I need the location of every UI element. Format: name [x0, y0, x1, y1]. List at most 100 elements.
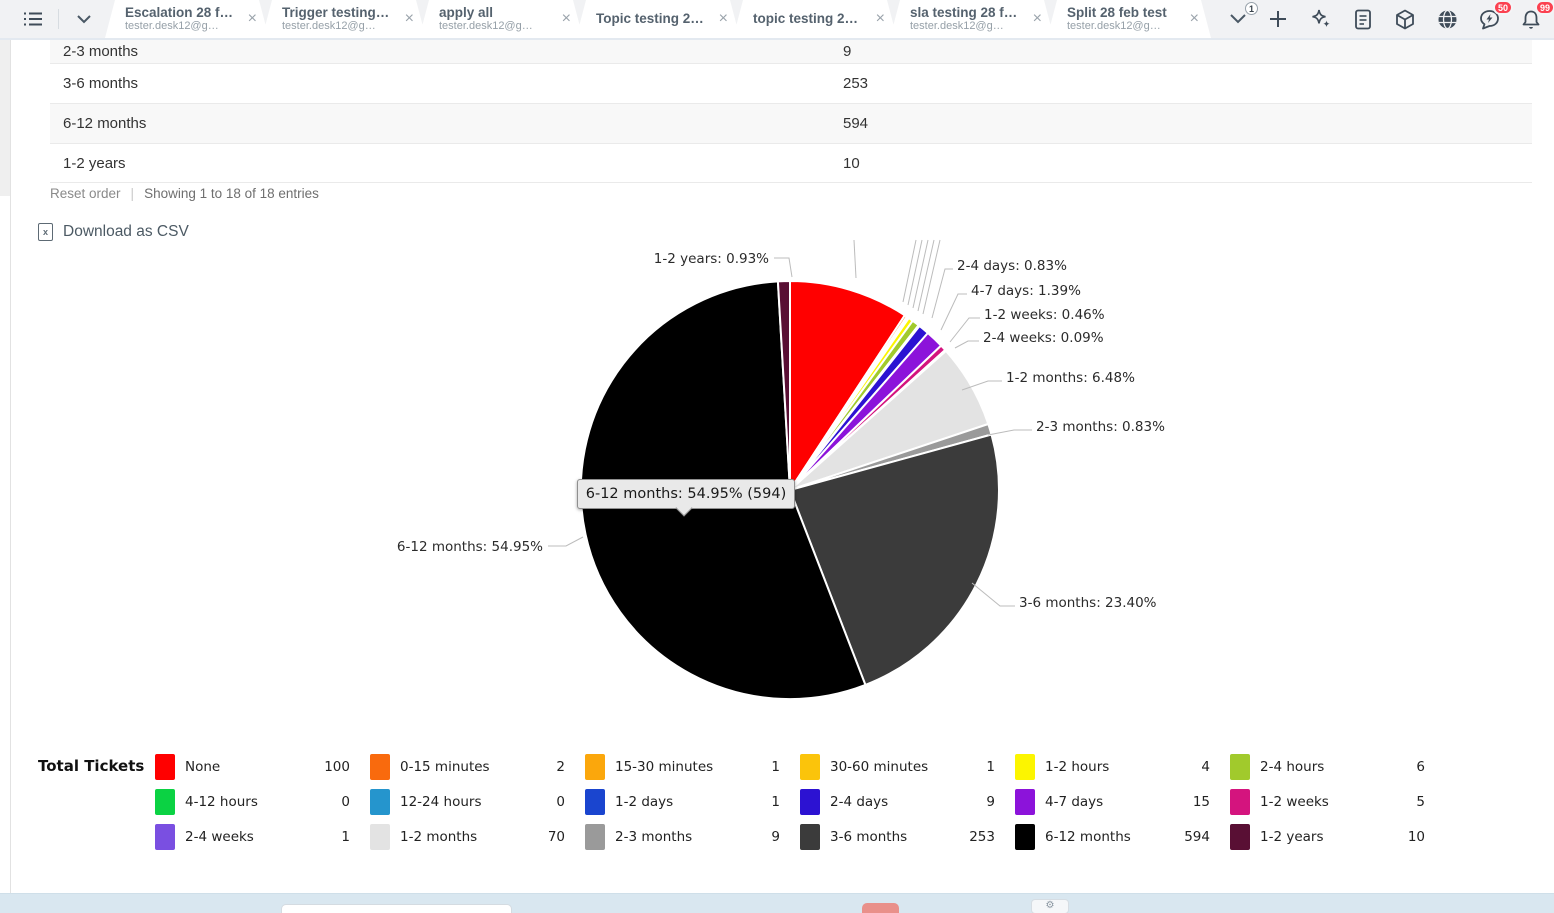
tab-3[interactable]: apply all tester.desk12@g… × — [419, 0, 583, 38]
bottom-bar: ⚙ — [0, 893, 1554, 913]
pie-callout-label: 4-7 days: 1.39% — [971, 283, 1081, 299]
legend-count: 100 — [324, 758, 350, 775]
list-view-icon[interactable] — [20, 6, 46, 32]
left-gutter-border — [10, 40, 11, 893]
tab-close-icon[interactable]: × — [875, 10, 885, 27]
legend-item[interactable]: 2-3 months 9 — [585, 819, 800, 854]
tab-1[interactable]: Escalation 28 f… tester.desk12@g… × — [105, 0, 269, 38]
legend-label: 12-24 hours — [400, 793, 482, 810]
legend-item[interactable]: 1-2 years 10 — [1230, 819, 1445, 854]
tab-strip: Escalation 28 f… tester.desk12@g… × Trigger… — [105, 0, 1211, 38]
legend-item[interactable]: 1-2 months 70 — [370, 819, 585, 854]
legend-swatch — [1015, 788, 1035, 815]
row-value: 9 — [843, 43, 852, 60]
leader-line — [902, 239, 917, 303]
tab-subtitle: tester.desk12@g… — [910, 20, 1004, 33]
legend-item[interactable]: 1-2 weeks 5 — [1230, 784, 1445, 819]
legend-swatch — [800, 788, 820, 815]
legend-swatch — [585, 788, 605, 815]
legend-item[interactable]: 2-4 days 9 — [800, 784, 1015, 819]
chat-bolt-icon[interactable]: 50 — [1476, 0, 1513, 32]
tab-close-icon[interactable]: × — [1032, 10, 1042, 27]
tab-close-icon[interactable]: × — [247, 10, 257, 27]
tab-close-icon[interactable]: × — [1189, 10, 1199, 27]
globe-icon[interactable] — [1434, 6, 1460, 32]
bell-icon[interactable]: 99 — [1518, 0, 1554, 32]
legend-item[interactable]: 1-2 hours 4 — [1015, 749, 1230, 784]
table-row[interactable]: 3-6 months 253 — [50, 64, 1532, 104]
chart-tooltip: 6-12 months: 54.95% (594) — [577, 479, 795, 509]
footer-separator: | — [130, 186, 135, 201]
legend-count: 1 — [341, 828, 350, 845]
reset-order-link[interactable]: Reset order — [50, 186, 121, 201]
legend-count: 9 — [986, 793, 995, 810]
pie-slice-1-2-years[interactable] — [776, 280, 791, 491]
legend-item[interactable]: 2-4 hours 6 — [1230, 749, 1445, 784]
gear-icon[interactable]: ⚙ — [1031, 899, 1069, 913]
legend-label: 4-12 hours — [185, 793, 258, 810]
new-tab-plus-icon[interactable] — [1265, 6, 1291, 32]
table-row[interactable]: 2-3 months 9 — [50, 40, 1532, 64]
document-icon[interactable] — [1350, 6, 1376, 32]
legend-item[interactable]: 2-4 weeks 1 — [155, 819, 370, 854]
download-csv-button[interactable]: x Download as CSV — [38, 223, 189, 241]
legend-item[interactable]: 12-24 hours 0 — [370, 784, 585, 819]
legend-count: 70 — [547, 828, 565, 845]
tab-close-icon[interactable]: × — [561, 10, 571, 27]
legend-label: None — [185, 758, 221, 775]
legend-swatch — [800, 753, 820, 780]
legend-count: 1 — [986, 758, 995, 775]
legend-item[interactable]: 4-7 days 15 — [1015, 784, 1230, 819]
legend-count: 15 — [1192, 793, 1210, 810]
legend-label: 1-2 hours — [1045, 758, 1110, 775]
tab-overflow-chevron-icon[interactable]: 1 — [1225, 2, 1258, 32]
legend-item[interactable]: 0-15 minutes 2 — [370, 749, 585, 784]
tab-6[interactable]: sla testing 28 f… tester.desk12@g… × — [890, 0, 1054, 38]
ai-sparkle-icon[interactable] — [1308, 6, 1334, 32]
legend-label: 3-6 months — [830, 828, 908, 845]
chevron-down-icon[interactable] — [71, 6, 97, 32]
legend-count: 5 — [1416, 793, 1425, 810]
tab-close-icon[interactable]: × — [404, 10, 414, 27]
left-gutter — [0, 40, 10, 196]
pie-callout-label: 2-4 days: 0.83% — [957, 258, 1067, 274]
tab-bar-right-icons: 50 99 — [1308, 0, 1554, 38]
table-row[interactable]: 6-12 months 594 — [50, 104, 1532, 144]
leader-line — [971, 582, 1015, 607]
tab-title: Split 28 feb test — [1067, 4, 1167, 20]
pie-callout-label: 2-3 months: 0.83% — [1036, 419, 1165, 435]
legend-item[interactable]: 1-2 days 1 — [585, 784, 800, 819]
row-value: 253 — [843, 75, 869, 92]
legend-item[interactable]: 4-12 hours 0 — [155, 784, 370, 819]
pie-callout-label: 6-12 months: 54.95% — [397, 539, 543, 555]
legend-count: 9 — [771, 828, 780, 845]
bottom-red-button[interactable] — [862, 903, 899, 913]
legend-label: 2-4 weeks — [185, 828, 254, 845]
leader-line — [931, 268, 953, 319]
tab-4[interactable]: Topic testing 2… × — [576, 0, 740, 38]
legend-item[interactable]: 6-12 months 594 — [1015, 819, 1230, 854]
legend-item[interactable]: 30-60 minutes 1 — [800, 749, 1015, 784]
cube-icon[interactable] — [1392, 6, 1418, 32]
bottom-search-box[interactable] — [281, 904, 512, 913]
tab-title: sla testing 28 f… — [910, 4, 1018, 20]
tab-2[interactable]: Trigger testing… tester.desk12@g… × — [262, 0, 426, 38]
legend-label: 2-4 days — [830, 793, 889, 810]
legend-item[interactable]: 3-6 months 253 — [800, 819, 1015, 854]
legend-count: 1 — [771, 758, 780, 775]
table-row[interactable]: 1-2 years 10 — [50, 144, 1532, 183]
csv-file-icon: x — [38, 223, 53, 241]
tab-close-icon[interactable]: × — [718, 10, 728, 27]
tab-7[interactable]: Split 28 feb test tester.desk12@g… × — [1047, 0, 1211, 38]
legend-swatch — [1015, 823, 1035, 850]
legend-label: 1-2 weeks — [1260, 793, 1329, 810]
legend-swatch — [585, 823, 605, 850]
legend-count: 2 — [556, 758, 565, 775]
pie-slice-none[interactable] — [789, 279, 906, 491]
legend-item[interactable]: None 100 — [155, 749, 370, 784]
tab-5[interactable]: topic testing 2… × — [733, 0, 897, 38]
legend-item[interactable]: 15-30 minutes 1 — [585, 749, 800, 784]
row-value: 594 — [843, 115, 869, 132]
row-value: 10 — [843, 154, 860, 172]
pie-callout-label: 1-2 years: 0.93% — [654, 251, 769, 267]
